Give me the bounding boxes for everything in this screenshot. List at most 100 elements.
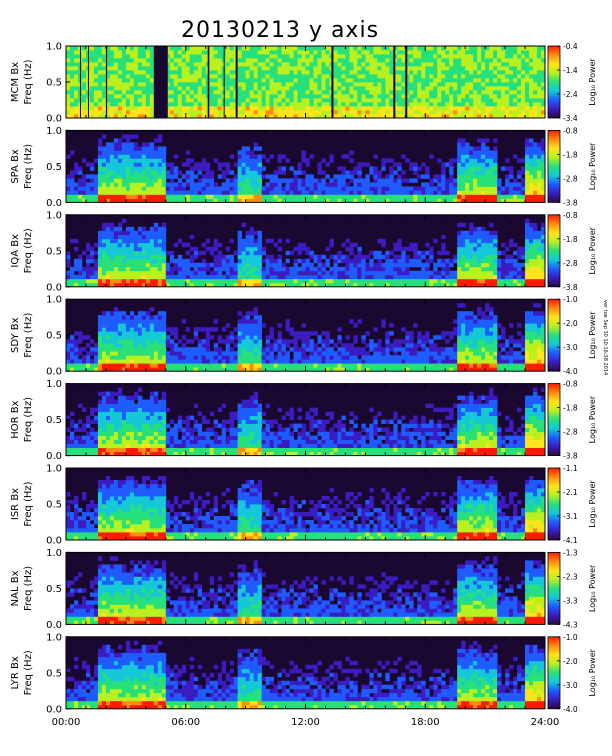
colorbar bbox=[547, 129, 561, 203]
panel-nal: 0.0 0.5 1.0 NAL Bx Freq (Hz) -1.3 -2.3 -3.3 -4.3… bbox=[10, 548, 597, 631]
colorbar-tick-label: -3.3 bbox=[563, 596, 578, 605]
y-axis-label-station: IQA Bx bbox=[10, 234, 21, 268]
colorbar-tick-label: -1.0 bbox=[563, 633, 578, 642]
colorbar-tick-label: -3.8 bbox=[563, 198, 578, 207]
spectrogram-hor bbox=[66, 383, 545, 456]
colorbar bbox=[547, 214, 561, 288]
spectrogram-spa bbox=[66, 130, 545, 203]
colorbar bbox=[547, 467, 561, 541]
y-axis-label-freq: Freq (Hz) bbox=[23, 650, 34, 695]
panel-sdy: 0.0 0.5 1.0 SDY Bx Freq (Hz) -1.0 -2.0 -3.0 -4.0… bbox=[10, 295, 597, 378]
colorbar-tick-label: -0.8 bbox=[563, 211, 578, 220]
panel-lyr: 0.0 0.5 1.0 LYR Bx Freq (Hz) -1.0 -2.0 -3.0 -4.0… bbox=[10, 632, 597, 715]
spectrogram-nal bbox=[66, 552, 545, 625]
chart-title: 20130213 y axis bbox=[180, 18, 380, 43]
colorbar-tick-label: -4.0 bbox=[563, 705, 578, 714]
colorbar-tick-label: -1.8 bbox=[563, 150, 578, 159]
y-tick-label: 0.5 bbox=[46, 246, 62, 257]
y-axis-label-station: LYR Bx bbox=[10, 656, 21, 689]
colorbar-tick-label: -2.0 bbox=[563, 319, 578, 328]
colorbar-tick-label: -1.3 bbox=[563, 548, 578, 557]
colorbar-label: Log₁₀ Power bbox=[588, 480, 597, 528]
y-tick-label: 0.5 bbox=[46, 162, 62, 173]
y-tick-label: 0.0 bbox=[46, 282, 62, 293]
y-tick-label: 0.5 bbox=[46, 331, 62, 342]
panel-mcm: 0.0 0.5 1.0 MCM Bx Freq (Hz) -0.4 -1.4 -2.4 -3.4… bbox=[10, 42, 597, 125]
panel-spa: 0.0 0.5 1.0 SPA Bx Freq (Hz) -0.8 -1.8 -2.8 -3.8… bbox=[10, 126, 597, 209]
y-tick-label: 1.0 bbox=[46, 42, 62, 53]
spectrogram-iqa bbox=[66, 214, 545, 287]
panel-isr: 0.0 0.5 1.0 ISR Bx Freq (Hz) -1.1 -2.1 -3.1 -4.1… bbox=[10, 464, 597, 547]
colorbar bbox=[547, 552, 561, 625]
colorbar-tick-label: -2.8 bbox=[563, 259, 578, 268]
colorbar-tick-label: -3.8 bbox=[563, 283, 578, 292]
colorbar-tick-label: -2.4 bbox=[563, 90, 578, 99]
y-axis-label-freq: Freq (Hz) bbox=[23, 481, 34, 526]
y-tick-label: 1.0 bbox=[46, 379, 62, 390]
colorbar-tick-label: -3.1 bbox=[563, 512, 578, 521]
colorbar-label: Log₁₀ Power bbox=[588, 395, 597, 443]
colorbar-tick-label: -3.4 bbox=[563, 114, 578, 123]
colorbar-tick-label: -2.8 bbox=[563, 428, 578, 437]
colorbar-tick-label: -1.4 bbox=[563, 66, 578, 75]
panel-hor: 0.0 0.5 1.0 HOR Bx Freq (Hz) -0.8 -1.8 -2.8 -3.8… bbox=[10, 379, 597, 462]
y-tick-label: 1.0 bbox=[46, 632, 62, 643]
colorbar-tick-label: -2.1 bbox=[563, 488, 578, 497]
colorbar bbox=[547, 45, 561, 119]
y-tick-label: 0.0 bbox=[46, 704, 62, 715]
y-tick-label: 1.0 bbox=[46, 210, 62, 221]
y-tick-label: 0.0 bbox=[46, 451, 62, 462]
y-tick-label: 0.5 bbox=[46, 500, 62, 511]
y-tick-label: 0.0 bbox=[46, 536, 62, 547]
y-axis-label-station: HOR Bx bbox=[10, 400, 21, 438]
colorbar-tick-label: -0.8 bbox=[563, 126, 578, 135]
colorbar-tick-label: -0.4 bbox=[563, 42, 578, 51]
colorbar-tick-label: -0.8 bbox=[563, 380, 578, 389]
colorbar-label: Log₁₀ Power bbox=[588, 58, 597, 106]
colorbar-label: Log₁₀ Power bbox=[588, 311, 597, 359]
colorbar-tick-label: -1.8 bbox=[563, 404, 578, 413]
x-tick-label: 00:00 bbox=[52, 717, 81, 728]
y-tick-label: 0.5 bbox=[46, 584, 62, 595]
panel-iqa: 0.0 0.5 1.0 IQA Bx Freq (Hz) -0.8 -1.8 -2.8 -3.8… bbox=[10, 210, 597, 293]
colorbar-tick-label: -4.3 bbox=[563, 620, 578, 629]
y-tick-label: 0.5 bbox=[46, 415, 62, 426]
colorbar-label: Log₁₀ Power bbox=[588, 226, 597, 274]
y-tick-label: 1.0 bbox=[46, 464, 62, 475]
spectrogram-isr bbox=[66, 468, 545, 540]
colorbar-tick-label: -1.8 bbox=[563, 235, 578, 244]
colorbar-tick-label: -3.8 bbox=[563, 452, 578, 461]
spectrogram-lyr bbox=[66, 636, 545, 709]
y-axis-label-station: MCM Bx bbox=[10, 62, 21, 102]
colorbar-tick-label: -2.3 bbox=[563, 572, 578, 581]
y-axis-label-freq: Freq (Hz) bbox=[23, 59, 34, 104]
y-axis-label-station: ISR Bx bbox=[10, 488, 21, 520]
colorbar bbox=[547, 383, 561, 457]
colorbar-tick-label: -1.1 bbox=[563, 464, 578, 473]
y-axis-label-station: NAL Bx bbox=[10, 570, 21, 606]
x-tick-label: 18:00 bbox=[411, 717, 440, 728]
colorbar-tick-label: -4.1 bbox=[563, 536, 578, 545]
colorbar-label: Log₁₀ Power bbox=[588, 648, 597, 696]
colorbar-tick-label: -3.0 bbox=[563, 343, 578, 352]
y-axis-label-station: SDY Bx bbox=[10, 317, 21, 353]
colorbar-tick-label: -1.0 bbox=[563, 295, 578, 304]
y-axis-label-freq: Freq (Hz) bbox=[23, 397, 34, 442]
colorbar bbox=[547, 298, 561, 372]
colorbar-label: Log₁₀ Power bbox=[588, 142, 597, 190]
y-tick-label: 0.0 bbox=[46, 620, 62, 631]
y-tick-label: 0.0 bbox=[46, 367, 62, 378]
y-tick-label: 1.0 bbox=[46, 126, 62, 137]
spectrogram-mcm bbox=[66, 46, 545, 118]
y-axis-label-freq: Freq (Hz) bbox=[23, 566, 34, 611]
y-tick-label: 0.5 bbox=[46, 668, 62, 679]
colorbar-tick-label: -4.0 bbox=[563, 367, 578, 376]
x-tick-label: 12:00 bbox=[291, 717, 320, 728]
spectrogram-sdy bbox=[66, 299, 545, 372]
y-tick-label: 1.0 bbox=[46, 548, 62, 559]
y-tick-label: 1.0 bbox=[46, 295, 62, 306]
colorbar bbox=[547, 636, 561, 710]
y-axis-label-freq: Freq (Hz) bbox=[23, 228, 34, 273]
x-tick-label: 24:00 bbox=[531, 717, 560, 728]
